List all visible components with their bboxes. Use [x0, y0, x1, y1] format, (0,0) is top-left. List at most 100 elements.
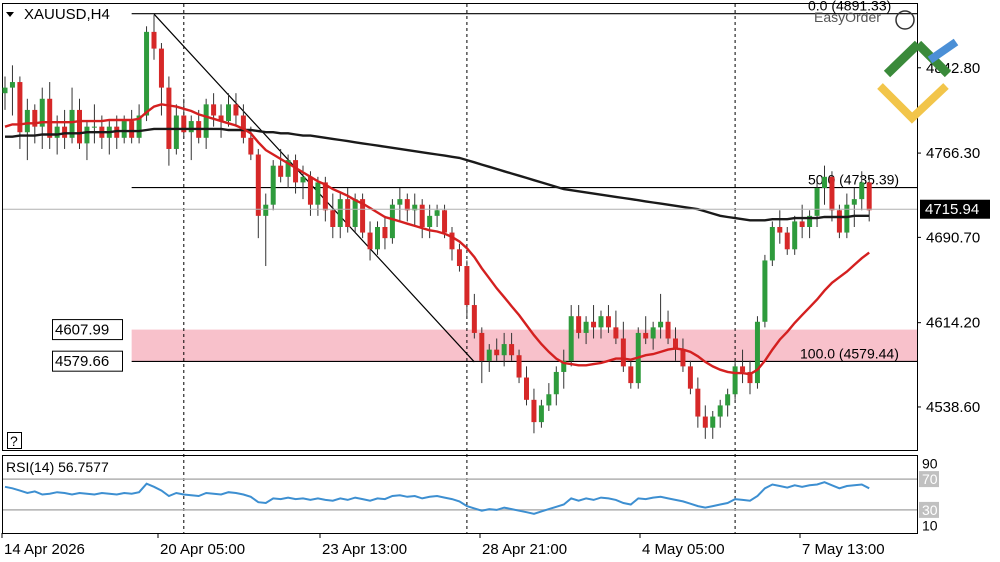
- candle-body-96: [717, 405, 723, 417]
- candle-body-31: [233, 104, 239, 116]
- candle-body-30: [226, 104, 231, 122]
- help-button[interactable]: [7, 432, 22, 449]
- candle-body-59: [442, 210, 448, 233]
- candle-body-84: [628, 366, 634, 384]
- candle-body-10: [77, 109, 82, 144]
- candle-body-100: [747, 371, 753, 384]
- candle-body-46: [345, 199, 351, 227]
- candle-body-77: [576, 316, 582, 333]
- candle-body-34: [255, 154, 261, 216]
- candle-body-0: [2, 87, 8, 94]
- ma-slow-line: [5, 127, 870, 222]
- candle-body-29: [218, 115, 224, 122]
- candle-body-90: [673, 338, 678, 350]
- rsi-tick-label-1: 70: [922, 471, 938, 487]
- candle-body-32: [240, 115, 246, 138]
- candle-body-76: [568, 316, 574, 361]
- candle-body-58: [434, 210, 440, 216]
- candle-body-67: [501, 344, 507, 356]
- candle-body-99: [740, 366, 746, 372]
- candle-body-92: [687, 366, 693, 389]
- rsi-levels: [3, 478, 917, 511]
- candle-body-57: [427, 215, 433, 227]
- candle-body-105: [784, 232, 790, 250]
- candle-body-56: [419, 204, 425, 227]
- price-tick-label-1: 4766.30: [926, 145, 980, 162]
- candle-body-94: [702, 416, 708, 428]
- candle-body-21: [158, 48, 164, 88]
- time-label-3: 28 Apr 21:00: [482, 541, 567, 558]
- symbol-dropdown-icon[interactable]: [6, 12, 14, 17]
- candle-body-51: [382, 227, 388, 239]
- candle-body-70: [524, 377, 529, 400]
- symbol-label: XAUUSD,H4: [24, 6, 110, 23]
- candle-body-9: [69, 109, 75, 138]
- candle-body-102: [762, 260, 768, 322]
- candle-body-2: [17, 82, 23, 133]
- candle-body-12: [91, 126, 97, 128]
- candle-body-71: [531, 399, 537, 423]
- candle-body-88: [658, 321, 664, 328]
- candle-body-98: [732, 366, 738, 395]
- candle-body-25: [188, 121, 194, 133]
- candle-body-112: [836, 210, 842, 233]
- candle-body-7: [54, 126, 60, 138]
- rsi-tick-label-2: 30: [922, 502, 938, 518]
- current-price-label: 4715.94: [925, 201, 979, 218]
- candle-body-81: [605, 316, 611, 328]
- candle-body-45: [337, 199, 343, 227]
- candle-body-74: [553, 371, 559, 395]
- candle-body-83: [620, 338, 626, 367]
- price-tick-label-3: 4614.20: [926, 315, 980, 332]
- rsi-tick-bg-2: [919, 501, 939, 518]
- candle-body-35: [263, 204, 269, 216]
- candle-body-104: [777, 227, 783, 233]
- candle-body-38: [285, 160, 291, 177]
- rsi-label: RSI(14) 56.7577: [6, 459, 109, 475]
- time-label-4: 4 May 05:00: [642, 541, 725, 558]
- trendline: [153, 13, 475, 363]
- candle-body-72: [538, 405, 544, 423]
- candle-body-60: [449, 232, 455, 250]
- candle-body-22: [166, 87, 172, 149]
- ma-fast-line: [4, 103, 870, 376]
- candle-body-43: [322, 182, 328, 211]
- candle-body-79: [591, 321, 597, 328]
- rsi-pane-frame: [2, 455, 918, 534]
- candle-body-37: [278, 165, 284, 177]
- candle-body-17: [129, 121, 135, 138]
- fib-label-1: 50.0 (4735.39): [808, 172, 899, 188]
- candle-body-86: [643, 332, 649, 339]
- candle-body-23: [173, 115, 179, 149]
- rsi-line: [4, 481, 870, 515]
- candle-body-53: [397, 199, 403, 205]
- candle-body-47: [352, 199, 358, 227]
- easyorder-logo: EasyOrder: [814, 9, 959, 124]
- candle-body-109: [814, 187, 820, 216]
- candle-body-19: [144, 31, 150, 116]
- candle-body-33: [248, 137, 254, 155]
- help-button-label: ?: [10, 433, 18, 449]
- candle-body-16: [121, 121, 127, 138]
- candle-body-6: [47, 98, 53, 138]
- candle-body-82: [613, 327, 619, 339]
- candle-body-24: [181, 115, 187, 133]
- candle-body-41: [307, 176, 313, 205]
- candle-body-114: [851, 199, 857, 205]
- candle-body-4: [32, 109, 38, 127]
- candle-body-1: [9, 82, 15, 88]
- price-tick-label-4: 4538.60: [926, 399, 980, 416]
- svg-text:EasyOrder: EasyOrder: [814, 9, 881, 25]
- candle-body-108: [807, 215, 813, 227]
- candle-body-69: [516, 355, 522, 378]
- zone-bottom-label: 4579.66: [55, 353, 109, 370]
- candle-body-91: [680, 349, 686, 367]
- candle-body-50: [375, 227, 380, 250]
- candle-body-68: [509, 344, 515, 356]
- candle-body-48: [360, 199, 366, 233]
- candle-body-116: [866, 182, 872, 211]
- time-label-0: 14 Apr 2026: [4, 541, 85, 558]
